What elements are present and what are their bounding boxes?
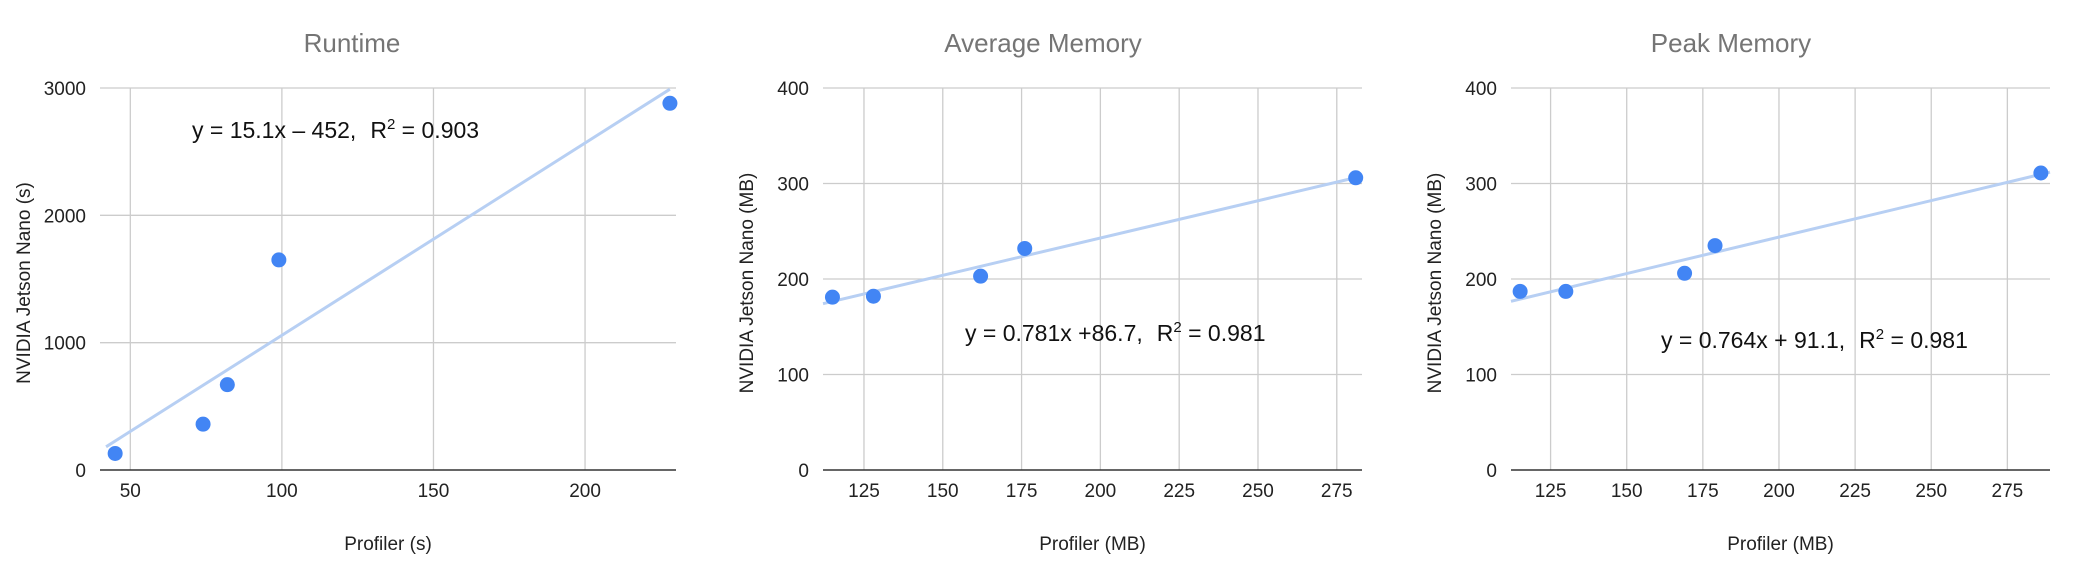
data-point xyxy=(973,268,989,284)
y-tick-label: 100 xyxy=(1465,366,1497,387)
x-tick-label: 125 xyxy=(848,481,880,502)
y-tick-label: 400 xyxy=(1465,79,1497,100)
x-tick-label: 125 xyxy=(1535,481,1567,502)
trendline xyxy=(105,87,671,449)
y-axis-title: NVIDIA Jetson Nano (MB) xyxy=(1425,173,1446,394)
data-point xyxy=(195,416,211,432)
trendline-equation: y = 0.781x +86.7, R2 = 0.981 xyxy=(965,319,1266,346)
y-tick-label: 0 xyxy=(75,461,86,482)
r-squared-value: = 0.981 xyxy=(1884,327,1968,353)
equation-text: y = 0.781x +86.7, xyxy=(965,320,1143,346)
data-point xyxy=(107,445,123,461)
trendline-equation: y = 0.764x + 91.1, R2 = 0.981 xyxy=(1661,326,1968,353)
y-tick-label: 2000 xyxy=(44,206,86,227)
y-axis-title: NVIDIA Jetson Nano (MB) xyxy=(737,173,758,394)
data-point xyxy=(1017,240,1033,256)
x-axis-title: Profiler (MB) xyxy=(1727,534,1834,555)
x-tick-label: 200 xyxy=(1763,481,1795,502)
y-tick-label: 200 xyxy=(777,270,809,291)
x-tick-label: 175 xyxy=(1006,481,1038,502)
chart-title: Average Memory xyxy=(944,28,1142,58)
y-tick-label: 0 xyxy=(798,461,809,482)
x-axis-title: Profiler (MB) xyxy=(1039,534,1146,555)
chart-title: Runtime xyxy=(304,28,401,58)
y-axis-title: NVIDIA Jetson Nano (s) xyxy=(14,182,35,384)
x-tick-label: 200 xyxy=(569,481,601,502)
data-point xyxy=(271,252,287,268)
r-squared-exponent: 2 xyxy=(1876,326,1884,343)
r-squared-exponent: 2 xyxy=(1173,319,1181,336)
y-tick-label: 300 xyxy=(777,175,809,196)
x-tick-label: 100 xyxy=(266,481,298,502)
r-squared-label: R xyxy=(1157,320,1174,346)
x-axis-title: Profiler (s) xyxy=(344,534,432,555)
r-squared-value: = 0.903 xyxy=(395,117,479,143)
trendline xyxy=(822,174,1363,306)
equation-text: y = 15.1x – 452, xyxy=(192,117,356,143)
x-tick-label: 150 xyxy=(927,481,959,502)
data-point xyxy=(1512,283,1528,299)
data-point xyxy=(824,289,840,305)
r-squared-label: R xyxy=(370,117,387,143)
data-point xyxy=(1677,265,1693,281)
x-tick-label: 200 xyxy=(1085,481,1117,502)
y-tick-label: 300 xyxy=(1465,175,1497,196)
data-point xyxy=(2033,165,2049,181)
equation-text: y = 0.764x + 91.1, xyxy=(1661,327,1845,353)
x-tick-label: 150 xyxy=(418,481,450,502)
r-squared-value: = 0.981 xyxy=(1182,320,1266,346)
trendline-equation: y = 15.1x – 452, R2 = 0.903 xyxy=(192,116,479,143)
chart-title: Peak Memory xyxy=(1651,28,1811,58)
data-point xyxy=(865,288,881,304)
x-tick-label: 50 xyxy=(120,481,141,502)
x-tick-label: 225 xyxy=(1163,481,1195,502)
data-point xyxy=(1558,283,1574,299)
trendline xyxy=(1510,170,2051,303)
y-tick-label: 200 xyxy=(1465,270,1497,291)
x-tick-label: 250 xyxy=(1915,481,1947,502)
r-squared-exponent: 2 xyxy=(387,116,395,133)
y-tick-label: 0 xyxy=(1486,461,1497,482)
y-tick-label: 400 xyxy=(777,79,809,100)
y-tick-label: 100 xyxy=(777,366,809,387)
data-point xyxy=(1707,238,1723,254)
x-tick-label: 175 xyxy=(1687,481,1719,502)
chart-panel-3: Peak Memory 0 100 200 300 400 125 150 175 200 225 2… xyxy=(1425,28,2051,555)
data-point xyxy=(219,377,235,393)
x-tick-label: 225 xyxy=(1839,481,1871,502)
y-tick-label: 1000 xyxy=(44,334,86,355)
chart-panel-2: Average Memory 0 100 200 300 400 125 150 175 200 2… xyxy=(737,28,1364,555)
r-squared-label: R xyxy=(1859,327,1876,353)
x-tick-label: 275 xyxy=(1992,481,2024,502)
data-point xyxy=(1348,170,1364,186)
x-tick-label: 150 xyxy=(1611,481,1643,502)
y-tick-label: 3000 xyxy=(44,79,86,100)
chart-panel-1: Runtime 0 1000 2000 3000 50 100 150 200 y = 15.1x… xyxy=(14,28,678,555)
x-tick-label: 250 xyxy=(1242,481,1274,502)
data-point xyxy=(662,95,678,111)
x-tick-label: 275 xyxy=(1321,481,1353,502)
